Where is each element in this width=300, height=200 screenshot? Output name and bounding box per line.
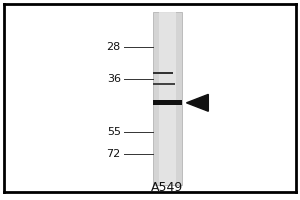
- Text: A549: A549: [152, 181, 184, 194]
- Bar: [153, 12, 182, 185]
- Text: 28: 28: [106, 42, 121, 52]
- Bar: [153, 100, 182, 105]
- Bar: [159, 12, 176, 185]
- Text: 72: 72: [106, 149, 121, 159]
- Text: 55: 55: [107, 127, 121, 137]
- Bar: [153, 72, 173, 74]
- Text: 36: 36: [107, 74, 121, 84]
- Bar: [153, 83, 175, 85]
- Polygon shape: [187, 94, 208, 111]
